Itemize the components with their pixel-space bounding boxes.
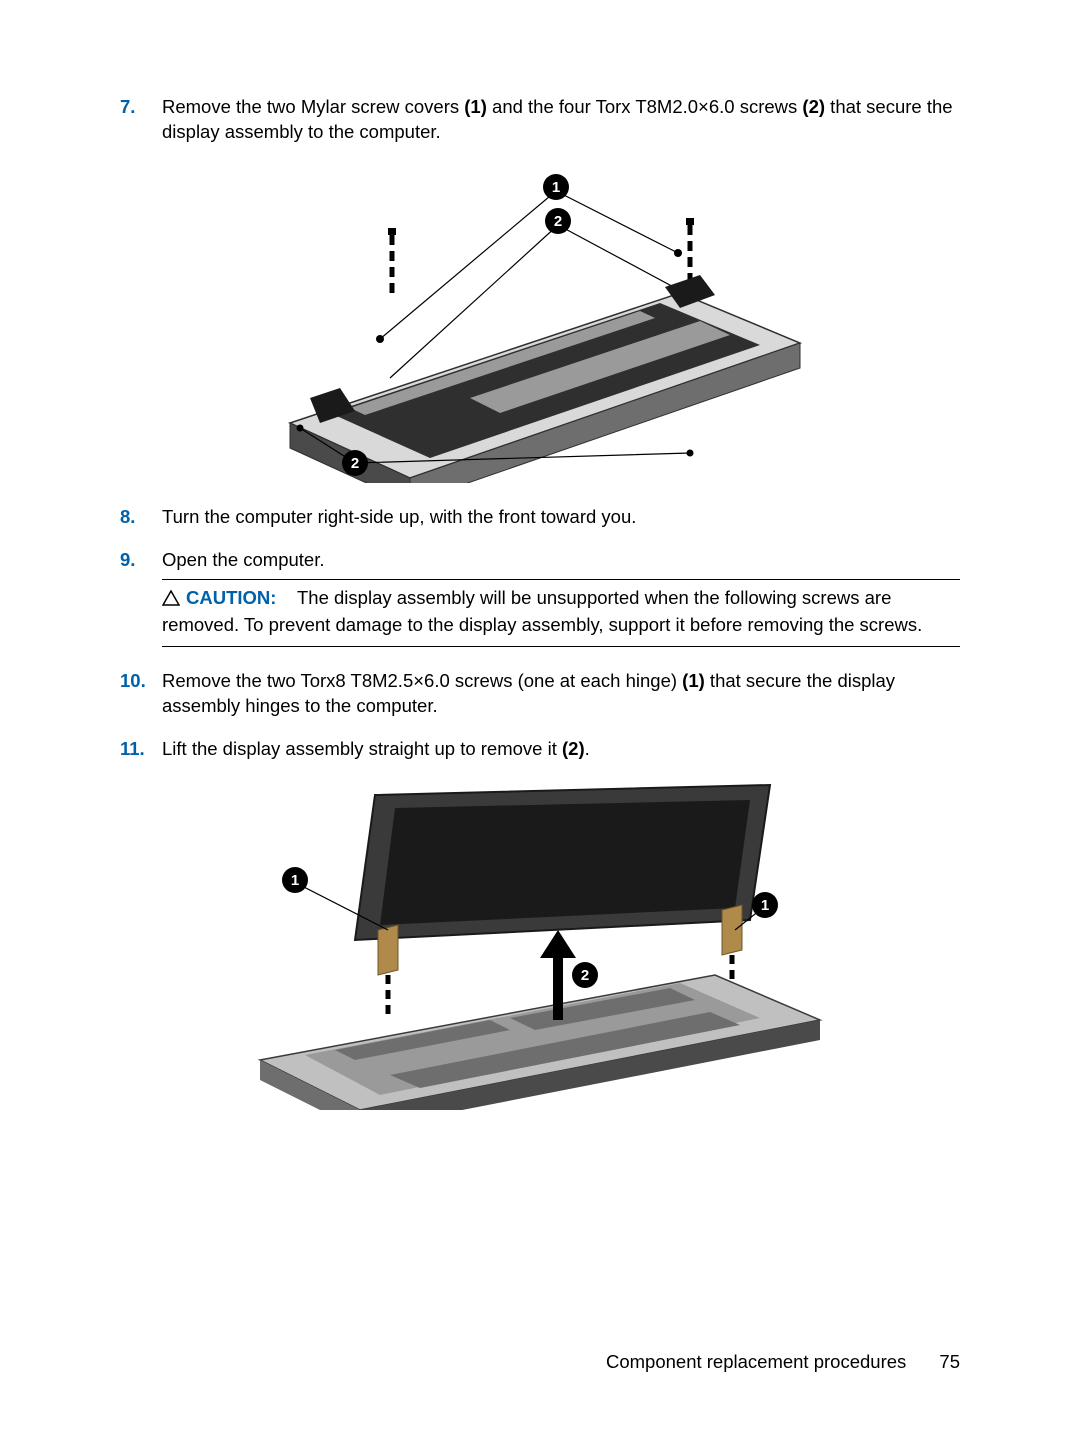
step-body: Turn the computer right-side up, with th… [162, 505, 960, 530]
svg-text:1: 1 [291, 872, 299, 889]
callout-ref: (1) [682, 670, 705, 691]
step-text: Remove the two Torx8 T8M2.5×6.0 screws (… [162, 670, 682, 691]
step-text: . [585, 738, 590, 759]
figure-1: 1 2 [120, 163, 960, 483]
step-body: Open the computer. CAUTION: The display … [162, 548, 960, 659]
diagram-display-lift-icon: 1 1 2 [240, 780, 840, 1110]
callout-ref: (2) [802, 96, 825, 117]
step-number: 8. [120, 505, 162, 530]
diagram-chassis-screws-icon: 1 2 [260, 163, 820, 483]
footer-page-number: 75 [939, 1351, 960, 1372]
step-9: 9. Open the computer. CAUTION: The displ… [120, 548, 960, 659]
step-number: 10. [120, 669, 162, 719]
step-text: Remove the two Mylar screw covers [162, 96, 464, 117]
step-8: 8. Turn the computer right-side up, with… [120, 505, 960, 530]
step-number: 7. [120, 95, 162, 145]
caution-box: CAUTION: The display assembly will be un… [162, 579, 960, 647]
step-text: and the four Torx T8M2.0×6.0 screws [487, 96, 803, 117]
step-text: Open the computer. [162, 548, 960, 573]
svg-text:2: 2 [581, 967, 589, 984]
step-body: Remove the two Mylar screw covers (1) an… [162, 95, 960, 145]
callout-ref: (2) [562, 738, 585, 759]
step-7: 7. Remove the two Mylar screw covers (1)… [120, 95, 960, 145]
svg-text:1: 1 [552, 179, 560, 196]
step-text: Lift the display assembly straight up to… [162, 738, 562, 759]
step-body: Remove the two Torx8 T8M2.5×6.0 screws (… [162, 669, 960, 719]
page-footer: Component replacement procedures 75 [606, 1350, 960, 1375]
step-10: 10. Remove the two Torx8 T8M2.5×6.0 scre… [120, 669, 960, 719]
svg-text:1: 1 [761, 897, 769, 914]
step-body: Lift the display assembly straight up to… [162, 737, 960, 762]
footer-section: Component replacement procedures [606, 1351, 906, 1372]
step-11: 11. Lift the display assembly straight u… [120, 737, 960, 762]
figure-2: 1 1 2 [120, 780, 960, 1110]
page: 7. Remove the two Mylar screw covers (1)… [0, 0, 1080, 1437]
caution-label: CAUTION: [186, 587, 276, 608]
callout-ref: (1) [464, 96, 487, 117]
step-number: 11. [120, 737, 162, 762]
svg-text:2: 2 [554, 213, 562, 230]
step-number: 9. [120, 548, 162, 659]
svg-text:2: 2 [351, 455, 359, 472]
caution-icon [162, 588, 180, 613]
caution-text: The display assembly will be unsupported… [162, 587, 922, 635]
caution-text [282, 587, 297, 608]
